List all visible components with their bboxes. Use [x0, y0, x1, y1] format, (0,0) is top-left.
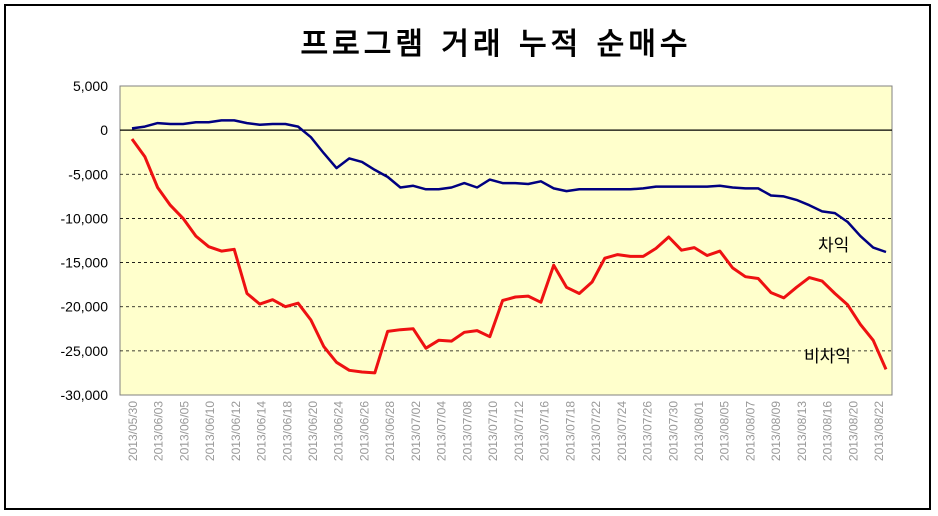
y-tick-label: -5,000 [68, 166, 108, 182]
x-tick-label: 2013/08/09 [769, 401, 783, 461]
gridlines [120, 129, 892, 352]
x-tick-label: 2013/08/22 [872, 401, 886, 461]
x-tick-label: 2013/06/10 [203, 401, 217, 461]
x-tick-label: 2013/06/03 [152, 401, 166, 461]
x-tick-label: 2013/06/18 [280, 401, 294, 461]
x-tick-label: 2013/07/18 [563, 401, 577, 461]
x-tick-label: 2013/06/20 [306, 401, 320, 461]
arb-series-annotation: 차익 [818, 236, 849, 256]
x-tick-label: 2013/07/08 [460, 401, 474, 461]
x-tick-label: 2013/07/24 [615, 401, 629, 461]
y-axis-ticks: 5,000 0 -5,000 -10,000 -15,000 -20,000 -25,000… [61, 78, 109, 403]
y-tick-label: -10,000 [61, 210, 109, 226]
chart-title: 프로그램 거래 누적 순매수 [301, 27, 692, 62]
x-tick-label: 2013/07/16 [538, 401, 552, 461]
x-tick-label: 2013/07/02 [409, 401, 423, 461]
chart-frame: 프로그램 거래 누적 순매수 5,000 0 -5,000 -10,000 -15,00… [4, 4, 931, 510]
x-tick-label: 2013/06/05 [177, 401, 191, 461]
x-tick-label: 2013/07/22 [589, 401, 603, 461]
x-tick-label: 2013/06/12 [229, 401, 243, 461]
nonarb-series-annotation: 비차익 [804, 347, 851, 367]
x-axis-ticks: 2013/05/30 2013/06/03 2013/06/05 2013/06/10… [126, 401, 886, 461]
x-tick-label: 2013/07/26 [641, 401, 655, 461]
x-tick-label: 2013/06/28 [383, 401, 397, 461]
x-tick-label: 2013/08/07 [743, 401, 757, 461]
x-tick-label: 2013/08/13 [795, 401, 809, 461]
series-line-arbitrage [131, 119, 887, 254]
y-tick-label: -25,000 [61, 343, 109, 359]
x-tick-label: 2013/08/01 [692, 401, 706, 461]
x-tick-label: 2013/07/30 [666, 401, 680, 461]
x-tick-label: 2013/06/24 [332, 401, 346, 461]
y-tick-label: -30,000 [61, 387, 109, 403]
plot-area [119, 85, 893, 396]
x-tick-label: 2013/06/14 [255, 401, 269, 461]
series-line-non-arbitrage [130, 138, 888, 375]
y-tick-label: -15,000 [61, 255, 109, 271]
x-tick-label: 2013/06/26 [357, 401, 371, 461]
x-tick-label: 2013/07/10 [486, 401, 500, 461]
y-tick-label: -20,000 [61, 299, 109, 315]
x-tick-label: 2013/07/12 [512, 401, 526, 461]
x-tick-label: 2013/08/16 [821, 401, 835, 461]
x-tick-label: 2013/08/05 [718, 401, 732, 461]
y-tick-label: 5,000 [73, 78, 108, 94]
chart-svg: 프로그램 거래 누적 순매수 5,000 0 -5,000 -10,000 -15,00… [61, 27, 893, 461]
x-tick-label: 2013/07/04 [435, 401, 449, 461]
x-tick-label: 2013/05/30 [126, 401, 140, 461]
series-lines [130, 119, 888, 375]
x-tick-label: 2013/08/20 [846, 401, 860, 461]
y-tick-label: 0 [100, 122, 108, 138]
